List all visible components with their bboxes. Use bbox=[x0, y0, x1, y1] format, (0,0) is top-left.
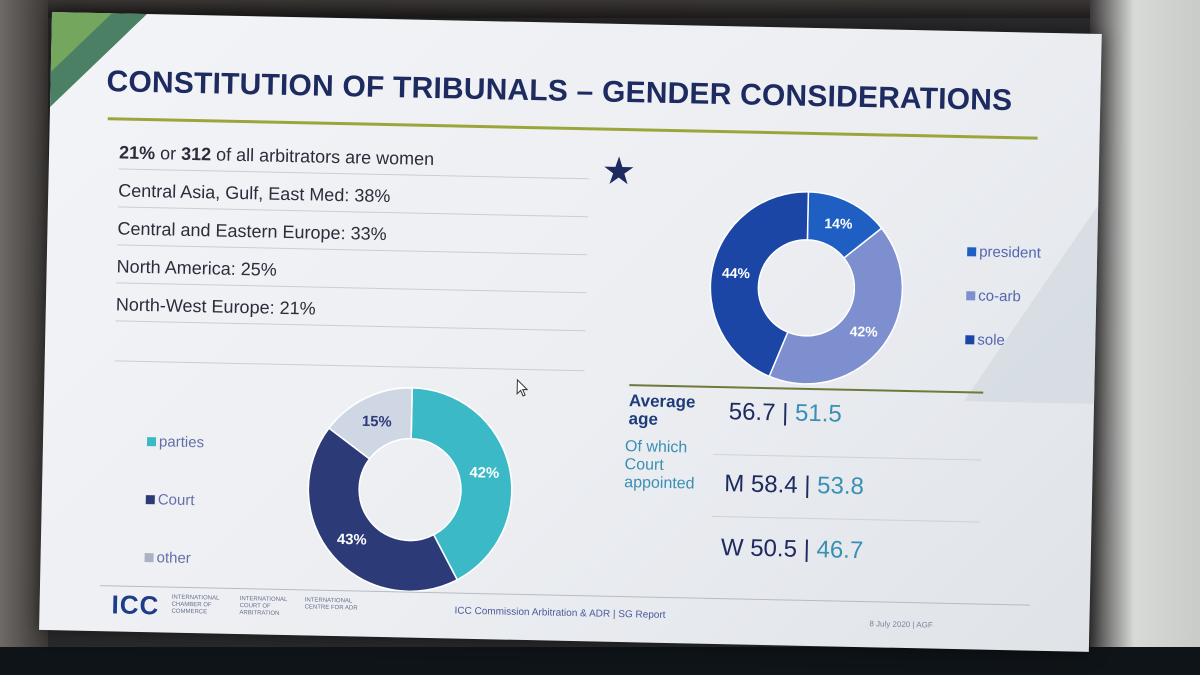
age-separator: | bbox=[796, 535, 817, 564]
stat-women-pct: 21% bbox=[118, 142, 156, 164]
arbitrator-role-slice-sole bbox=[709, 191, 810, 378]
legend-label-court: Court bbox=[157, 490, 195, 509]
appointment-label-court: 43% bbox=[337, 532, 367, 549]
legend-item-other: other bbox=[144, 528, 202, 587]
age-separator: | bbox=[775, 399, 796, 427]
court-women-age: W 50.5 bbox=[720, 534, 798, 563]
star-icon: ★ bbox=[601, 150, 637, 194]
legend-label-parties: parties bbox=[158, 432, 205, 451]
legend-swatch-sole bbox=[965, 334, 975, 344]
legend-arbitrator-role: president co-arb sole bbox=[965, 229, 1041, 363]
footer-date: 8 July 2020 | AGF bbox=[869, 619, 933, 630]
age-separator: | bbox=[797, 471, 818, 500]
legend-item-co-arb: co-arb bbox=[966, 273, 1041, 319]
court-appointed-label-line1: Of which bbox=[624, 438, 688, 457]
legend-label-sole: sole bbox=[977, 330, 1006, 349]
legend-swatch-court bbox=[145, 494, 155, 504]
arbitrator-role-label-president: 14% bbox=[824, 215, 853, 232]
legend-label-president: president bbox=[979, 242, 1042, 262]
slide-title: CONSTITUTION OF TRIBUNALS – GENDER CONSI… bbox=[106, 65, 1013, 118]
average-age-women: 51.5 bbox=[794, 399, 843, 428]
appointment-slice-other bbox=[327, 387, 414, 460]
donut-chart-appointment: 42% 43% 15% bbox=[307, 387, 513, 593]
arbitrator-role-label-sole: 44% bbox=[722, 265, 751, 282]
appointment-label-parties: 42% bbox=[469, 465, 499, 482]
logo-subtitle-adr: International Centre for ADR bbox=[304, 597, 358, 612]
stat-women-or: or bbox=[154, 143, 182, 164]
logo-subtitle-chamber: International Chamber of Commerce bbox=[171, 594, 220, 616]
legend-appointment: parties Court other bbox=[144, 412, 205, 587]
court-appointed-label-line3: appointed bbox=[624, 474, 695, 493]
average-age-men: 56.7 bbox=[728, 398, 776, 427]
corner-accent-light bbox=[50, 12, 112, 74]
presentation-slide: CONSTITUTION OF TRIBUNALS – GENDER CONSI… bbox=[39, 12, 1102, 652]
legend-swatch-president bbox=[967, 246, 977, 256]
legend-item-sole: sole bbox=[965, 317, 1040, 363]
court-men-age: M 58.4 bbox=[723, 470, 798, 499]
adjacent-monitor bbox=[1090, 0, 1200, 675]
appointment-slice-parties bbox=[410, 387, 513, 581]
icc-logo: ICC bbox=[111, 589, 160, 621]
court-women-age-b: 46.7 bbox=[816, 536, 864, 565]
appointment-slice-court bbox=[307, 426, 459, 593]
footer-report-title: ICC Commission Arbitration & ADR | SG Re… bbox=[454, 605, 666, 621]
court-appointed-men-value: M 58.4 | 53.8 bbox=[724, 470, 864, 501]
monitor-bezel-top bbox=[0, 0, 1200, 18]
court-appointed-label: Of which Court appointed bbox=[624, 438, 695, 493]
mouse-cursor-icon bbox=[516, 378, 529, 397]
legend-swatch-co-arb bbox=[966, 290, 976, 300]
court-men-age-b: 53.8 bbox=[816, 472, 865, 501]
average-age-value: 56.7 | 51.5 bbox=[728, 398, 842, 428]
stat-women-rest: of all arbitrators are women bbox=[210, 144, 435, 170]
legend-item-parties: parties bbox=[146, 412, 204, 471]
legend-swatch-other bbox=[144, 552, 154, 562]
stat-women-count: 312 bbox=[180, 143, 212, 165]
appointment-label-other: 15% bbox=[362, 414, 392, 431]
average-age-label-line2: age bbox=[628, 409, 659, 429]
average-age-label: Average age bbox=[628, 391, 695, 429]
arbitrator-role-label-co-arb: 42% bbox=[850, 323, 879, 340]
legend-item-court: Court bbox=[145, 470, 203, 529]
legend-item-president: president bbox=[967, 229, 1042, 275]
age-row-divider bbox=[712, 453, 981, 461]
donut-chart-arbitrator-role: 14% 42% 44% bbox=[709, 191, 904, 385]
legend-label-other: other bbox=[156, 548, 191, 567]
legend-swatch-parties bbox=[146, 436, 157, 446]
legend-label-co-arb: co-arb bbox=[978, 286, 1021, 305]
court-appointed-label-line2: Court bbox=[624, 456, 664, 474]
taskbar bbox=[0, 647, 1200, 675]
stats-list: 21% or 312 of all arbitrators are women … bbox=[114, 131, 590, 372]
arbitrator-role-slice-co-arb bbox=[768, 227, 904, 385]
logo-subtitle-court: International Court of Arbitration bbox=[239, 596, 288, 617]
court-appointed-women-value: W 50.5 | 46.7 bbox=[721, 534, 864, 565]
stat-row-empty bbox=[114, 321, 586, 372]
age-row-divider bbox=[711, 515, 980, 523]
